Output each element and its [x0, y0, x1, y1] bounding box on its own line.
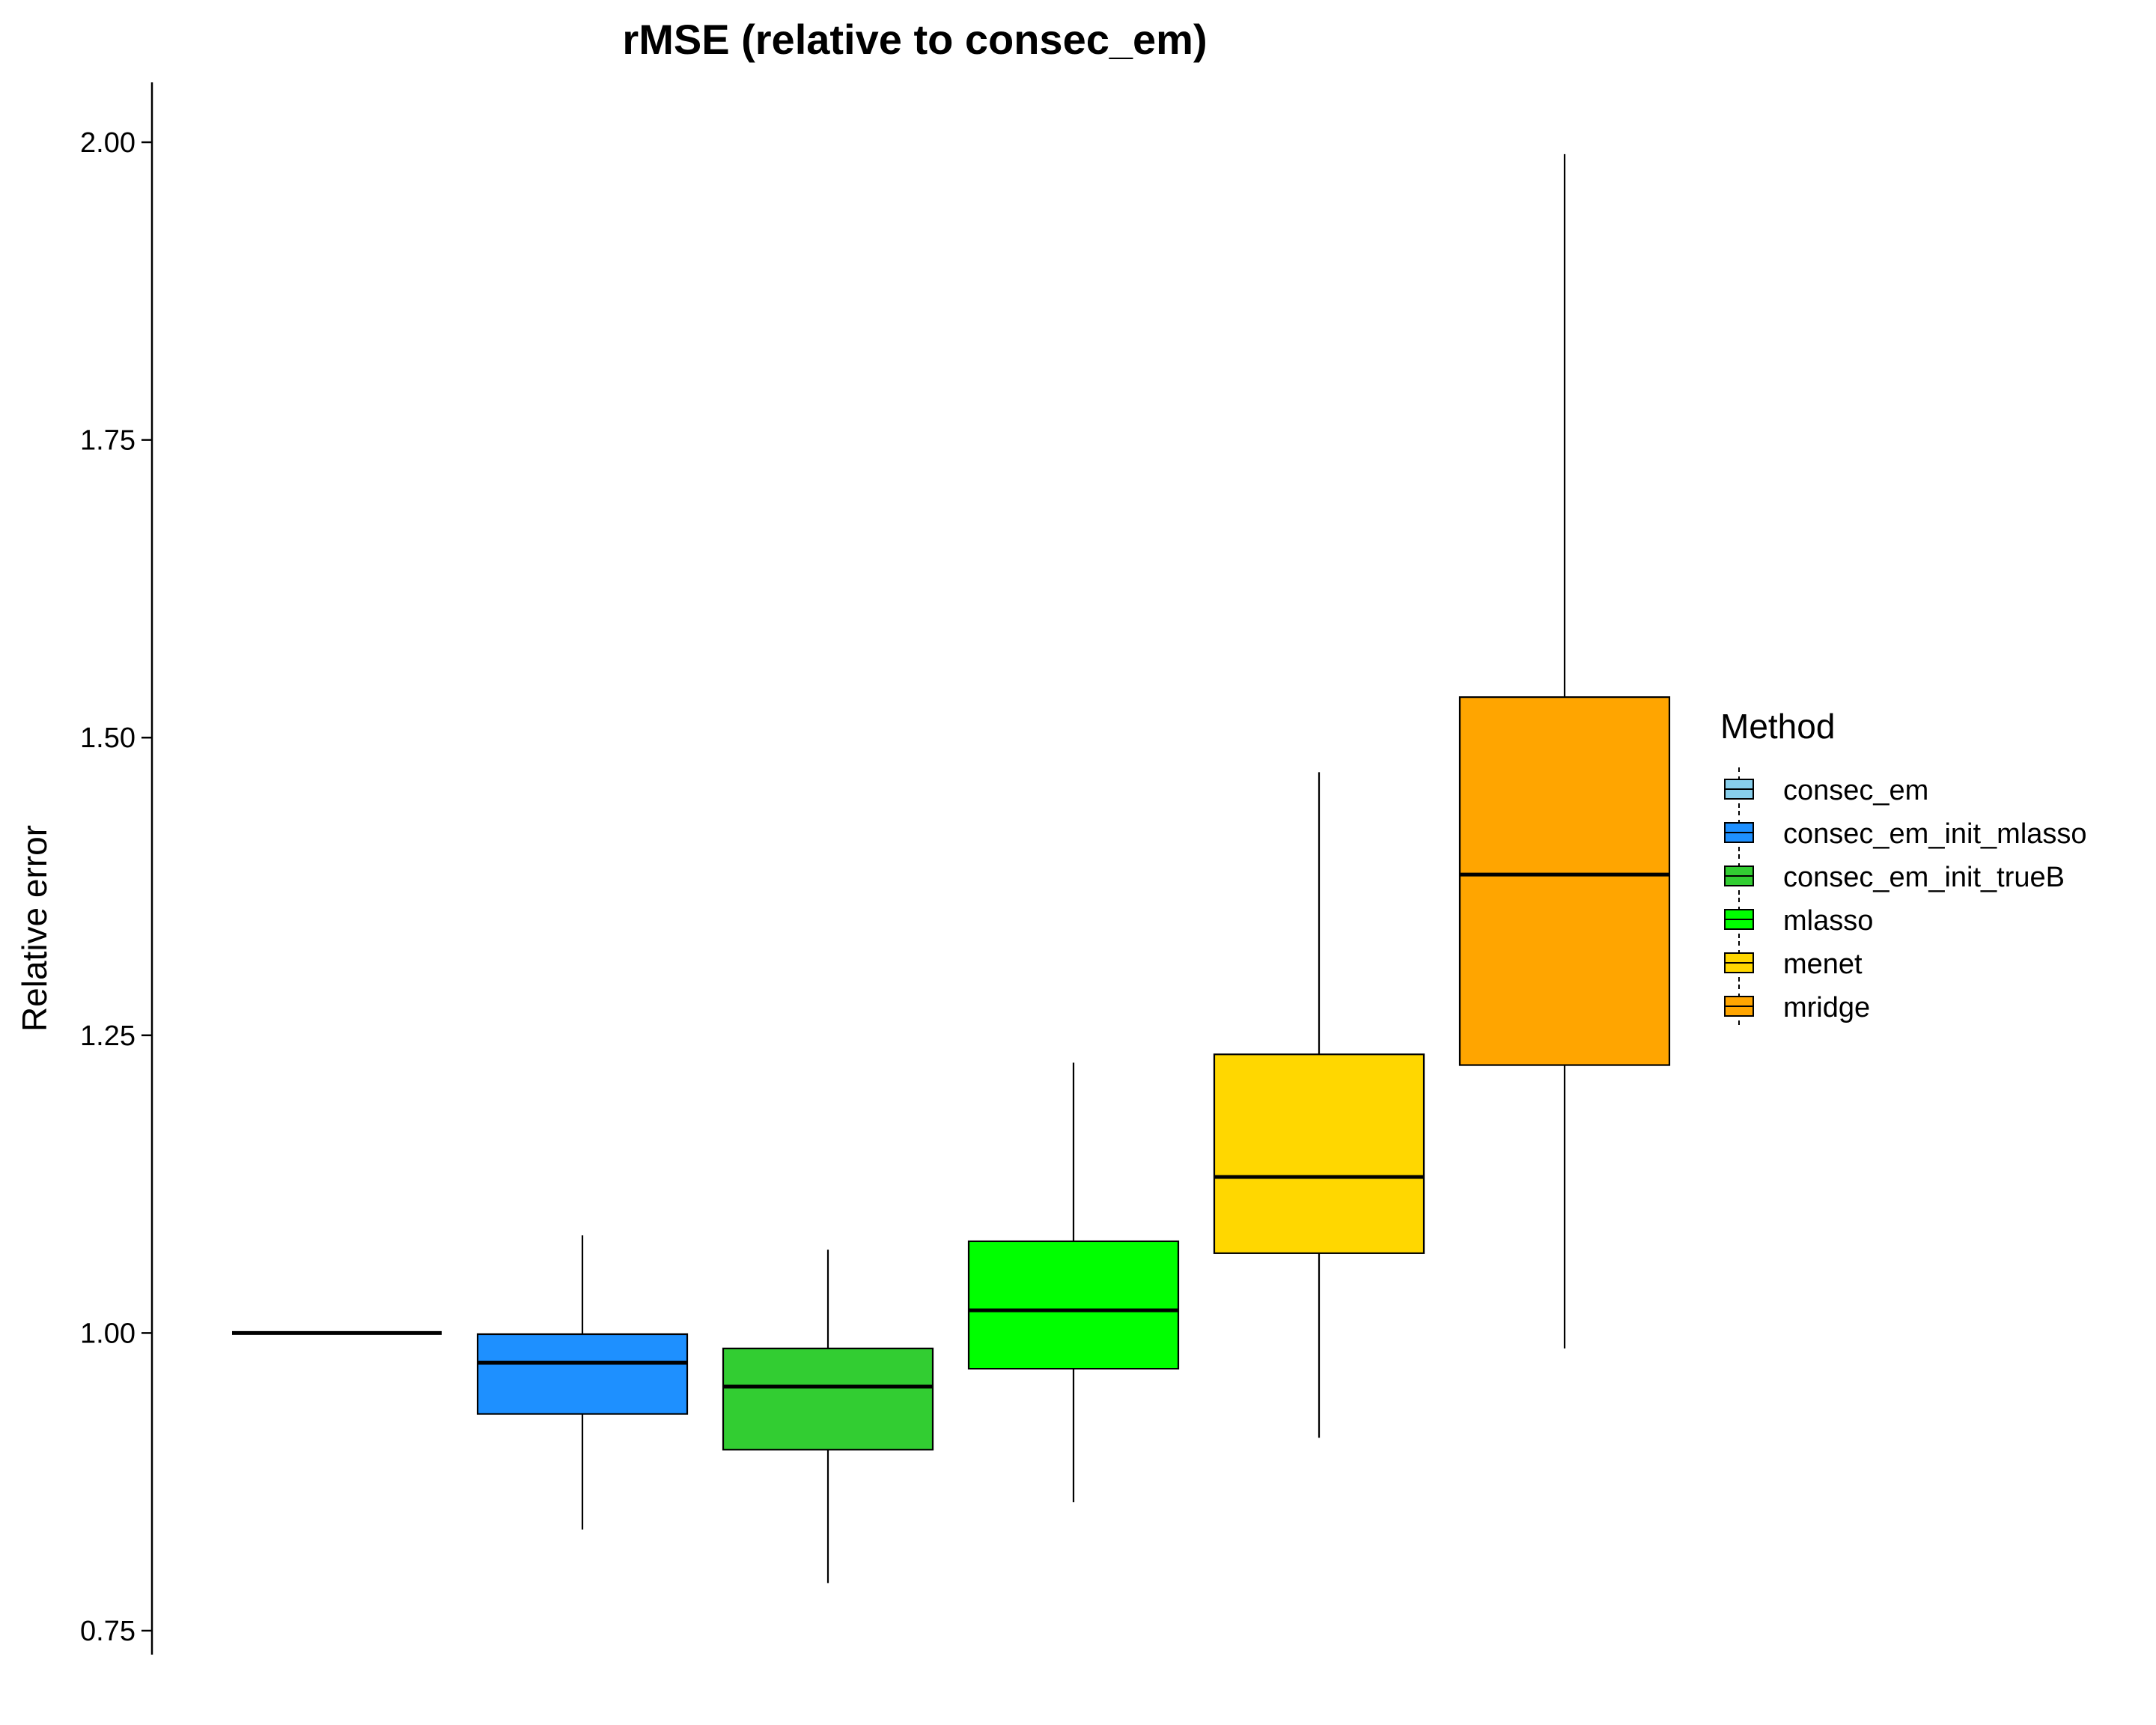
box-mlasso: [967, 1062, 1180, 1503]
iqr-box: [967, 1240, 1180, 1370]
y-tick-label: 1.25: [80, 1020, 135, 1052]
chart-title: rMSE (relative to consec_em): [622, 16, 1207, 63]
legend: consec_em consec_em_init_mlasso consec_em_…: [1724, 767, 2087, 1028]
y-tick-label: 0.75: [80, 1616, 135, 1647]
legend-label: consec_em_init_mlasso: [1783, 818, 2087, 850]
y-axis-label: Relative error: [15, 825, 54, 1032]
iqr-box: [1458, 696, 1671, 1066]
legend-label: consec_em: [1783, 775, 1928, 806]
legend-item-mridge: mridge: [1724, 985, 1870, 1028]
legend-label: mlasso: [1783, 905, 1873, 937]
y-tick-label: 1.00: [80, 1318, 135, 1349]
legend-label: menet: [1783, 949, 1863, 980]
y-tick-label: 1.50: [80, 722, 135, 754]
box-plot-series: [232, 153, 1671, 1583]
iqr-box: [1213, 1053, 1425, 1254]
box-consec_em_init_trueB: [722, 1250, 934, 1583]
box-consec_em_init_mlasso: [476, 1235, 689, 1530]
y-axis-ticks: 0.75 1.00 1.25 1.50 1.75 2.00: [80, 127, 152, 1647]
legend-label: mridge: [1783, 992, 1870, 1023]
y-tick-label: 1.75: [80, 425, 135, 457]
iqr-box: [722, 1347, 934, 1451]
legend-label: consec_em_init_trueB: [1783, 862, 2065, 893]
legend-item-consec_em: consec_em: [1724, 767, 1928, 811]
legend-item-consec_em_init_mlasso: consec_em_init_mlasso: [1724, 811, 2087, 854]
legend-item-consec_em_init_trueB: consec_em_init_trueB: [1724, 854, 2065, 898]
legend-title: Method: [1720, 707, 1835, 746]
iqr-box: [476, 1333, 689, 1415]
y-tick-label: 2.00: [80, 127, 135, 159]
legend-item-mlasso: mlasso: [1724, 898, 1873, 941]
legend-item-menet: menet: [1724, 941, 1863, 985]
box-mridge: [1458, 153, 1671, 1349]
box-menet: [1213, 772, 1425, 1438]
